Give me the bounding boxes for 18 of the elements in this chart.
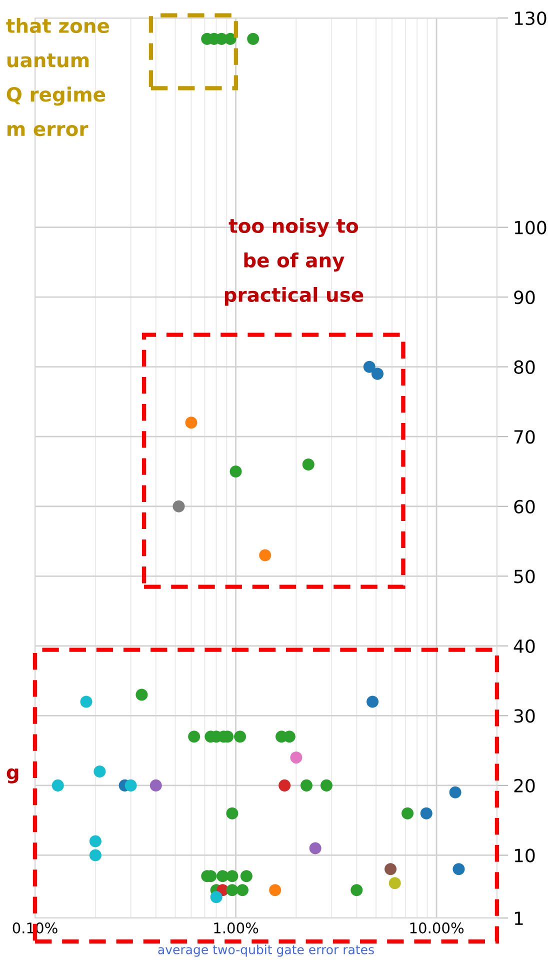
x-tick-label: 10.00% (410, 922, 464, 934)
x-tick-label: 1.00% (214, 922, 258, 934)
y-tick-label: 40 (514, 639, 535, 654)
y-tick-label: 130 (514, 11, 546, 26)
y-tick-label: 60 (514, 500, 535, 514)
y-tick-label: 100 (514, 220, 546, 234)
y-tick-label: 90 (514, 290, 535, 304)
y-tick-label: 80 (514, 360, 535, 374)
x-axis-title: average two-qubit gate error rates (158, 944, 374, 957)
y-tick-label: 10 (514, 848, 535, 862)
y-tick-label: 30 (514, 709, 535, 723)
text: g (6, 768, 18, 784)
annotation: too noisy to be of any practical use (224, 218, 364, 306)
annotation: that zone uantum Q regime m error (6, 18, 109, 136)
y-tick-label: 50 (514, 570, 535, 584)
y-tick-label: 1 (514, 912, 523, 925)
y-tick-label: 20 (514, 778, 535, 793)
y-tick-label: 70 (514, 430, 535, 444)
